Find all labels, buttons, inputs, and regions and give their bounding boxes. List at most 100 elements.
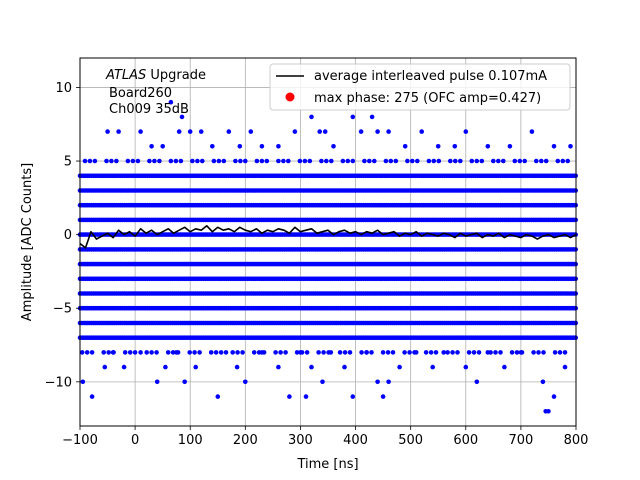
sample-dot: [226, 129, 232, 134]
sample-dot: [149, 144, 154, 149]
sample-dot: [435, 144, 441, 149]
sample-dot: [436, 158, 442, 164]
sample-dot: [485, 144, 491, 149]
sample-dot: [187, 350, 192, 355]
sample-dot: [359, 350, 364, 355]
sample-dot: [383, 158, 389, 164]
sample-dot: [452, 144, 458, 149]
legend-entry-max-phase: max phase: 275 (OFC amp=0.427): [314, 91, 541, 106]
sample-dot: [89, 350, 95, 355]
sample-dot: [322, 129, 328, 134]
sample-dot: [157, 158, 162, 164]
sample-dot: [463, 129, 469, 134]
sample-dot: [350, 394, 356, 399]
x-tick-label: 400: [343, 433, 368, 448]
sample-dot: [200, 158, 205, 164]
sample-dot: [386, 129, 391, 134]
sample-dot: [138, 129, 143, 134]
sample-dot: [458, 158, 463, 164]
sample-dot: [309, 364, 314, 370]
sample-dot: [502, 364, 507, 370]
sample-dot: [501, 158, 506, 164]
sample-dot: [170, 350, 176, 355]
sample-dot: [259, 144, 265, 149]
sample-dot: [509, 350, 515, 355]
sample-dot: [165, 350, 171, 355]
sample-dot: [463, 364, 469, 370]
sample-dot: [303, 394, 309, 399]
sample-dot: [560, 158, 566, 164]
sample-dot: [455, 350, 460, 355]
sample-dot: [402, 350, 407, 355]
sample-dot: [92, 158, 98, 164]
sample-dot: [517, 158, 523, 164]
sample-dot: [385, 350, 391, 355]
sample-dot: [294, 350, 300, 355]
sample-dot: [79, 350, 85, 355]
sample-dot: [413, 350, 419, 355]
sample-dot: [386, 379, 391, 385]
sample-dot: [179, 114, 185, 120]
sample-dot: [168, 99, 174, 105]
y-tick-label: 0: [64, 228, 72, 243]
plot-frame: [79, 57, 577, 427]
sample-dot: [243, 379, 248, 385]
sample-dot: [445, 350, 450, 355]
sample-dot: [259, 158, 265, 164]
sample-dot: [254, 158, 260, 164]
sample-dot: [168, 158, 174, 164]
sample-dot: [154, 350, 159, 355]
sample-dot: [369, 114, 375, 120]
sample-dot: [174, 350, 179, 355]
sample-dot: [410, 158, 415, 164]
sample-dot: [350, 114, 356, 120]
sample-dot: [540, 379, 546, 385]
sample-dot: [552, 350, 558, 355]
sample-dot: [329, 158, 334, 164]
sample-dot: [101, 350, 106, 355]
sample-dot: [557, 350, 563, 355]
sample-dot: [507, 144, 513, 149]
sample-dot: [518, 350, 524, 355]
sample-dot: [195, 158, 200, 164]
sample-dot: [512, 158, 518, 164]
sample-dot: [342, 364, 347, 370]
sample-dot: [546, 409, 551, 414]
sample-dot: [216, 158, 222, 164]
sample-dots: [77, 99, 578, 414]
annotation-channel: Ch009 35dB: [109, 102, 189, 117]
sample-dot: [522, 158, 527, 164]
sample-dot: [234, 364, 240, 370]
sample-dot: [190, 158, 195, 164]
sample-dot: [248, 129, 254, 134]
sample-dot: [388, 158, 394, 164]
annotation-board: Board260: [109, 86, 172, 101]
sample-dot: [514, 350, 520, 355]
sample-dot: [198, 129, 204, 134]
sample-dot: [471, 350, 477, 355]
sample-dot: [178, 158, 184, 164]
sample-dot: [342, 350, 348, 355]
sample-dot: [562, 364, 568, 370]
svg-text:ATLAS Upgrade: ATLAS Upgrade: [105, 68, 206, 83]
sample-dot: [423, 350, 429, 355]
sample-dot: [276, 158, 281, 164]
legend-box: [269, 63, 571, 111]
sample-dot: [87, 158, 93, 164]
x-tick-label: 700: [508, 433, 533, 448]
sample-dot: [551, 394, 557, 399]
sample-dot: [221, 158, 227, 164]
sample-dot: [531, 350, 536, 355]
sample-dot: [298, 350, 303, 355]
sample-dot: [286, 158, 291, 164]
sample-dot: [496, 158, 501, 164]
sample-dot: [163, 364, 168, 370]
sample-dot: [281, 158, 286, 164]
sample-dot: [372, 158, 377, 164]
sample-dot: [340, 158, 346, 164]
sample-dot: [541, 350, 546, 355]
sample-dot: [193, 364, 198, 370]
sample-dot: [426, 158, 432, 164]
sample-dot: [197, 350, 202, 355]
